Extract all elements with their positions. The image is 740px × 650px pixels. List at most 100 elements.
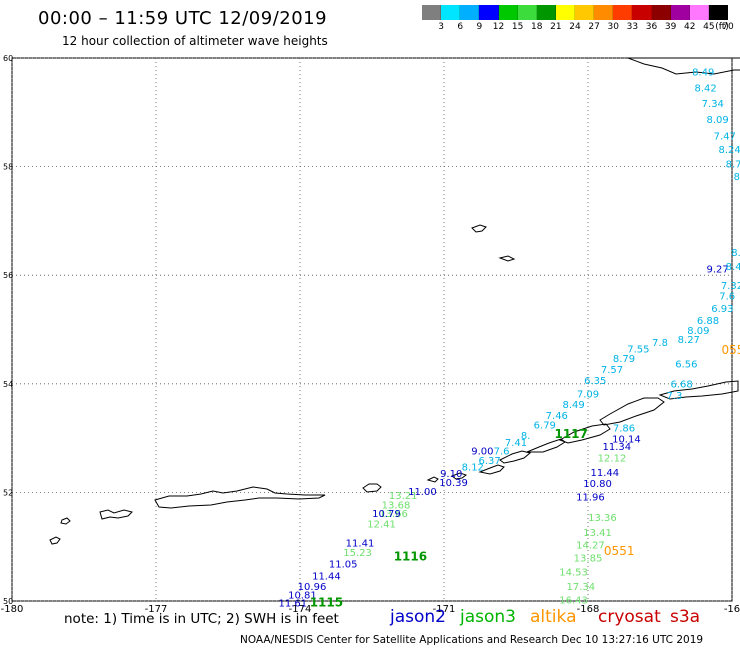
page-title: 00:00 – 11:59 UTC 12/09/2019: [38, 8, 328, 29]
latitude-tick-label: 50: [3, 597, 13, 606]
longitude-tick-label: -174: [289, 604, 312, 615]
colorbar-swatch: [498, 5, 518, 20]
cryosat-wave-height-label: 8.: [521, 431, 531, 442]
coastline: [426, 476, 439, 483]
cryosat-wave-height-label: 7.6: [719, 292, 735, 303]
cryosat-wave-height-label: 8.0: [731, 248, 740, 259]
satellite-legend-s3a: s3a: [670, 607, 701, 627]
jason2-wave-height-label: 9.10: [440, 469, 462, 480]
jason3-wave-height-label: 13.41: [583, 528, 612, 539]
cryosat-wave-height-label: 8.12: [462, 463, 484, 474]
colorbar-swatch: [555, 5, 575, 20]
cryosat-wave-height-label: 7.47: [714, 131, 736, 142]
cryosat-wave-height-label: 7.8: [652, 338, 668, 349]
cryosat-wave-height-label: 7.6: [494, 446, 510, 457]
cryosat-wave-height-label: 6.68: [670, 380, 692, 391]
colorbar-tick-label: 70: [722, 22, 734, 32]
cryosat-wave-height-label: 8.49: [692, 67, 714, 78]
coastline: [526, 438, 566, 453]
jason2-wave-height-label: 10.14: [612, 434, 641, 445]
colorbar-swatch: [422, 5, 442, 20]
longitude-tick-label: -16: [724, 604, 740, 615]
longitude-tick-label: -177: [145, 604, 168, 615]
cryosat-wave-height-label: 7.46: [546, 411, 568, 422]
wave-height-colorbar: [422, 5, 728, 20]
jason3-wave-height-label: 13.68: [382, 501, 411, 512]
colorbar-swatch: [613, 5, 633, 20]
cryosat-wave-height-label: 8.09: [687, 326, 709, 337]
coastline: [60, 517, 71, 525]
colorbar-tick-label: 33: [626, 22, 639, 32]
satellite-legend-jason3: jason3: [460, 607, 516, 627]
colorbar-unit-label: (ft): [715, 22, 729, 32]
coastline: [499, 450, 532, 464]
cryosat-wave-height-label: 6.35: [584, 376, 606, 387]
coastline: [154, 486, 326, 509]
jason2-wave-height-label: 11.05: [329, 559, 358, 570]
cryosat-wave-height-label: 6.37: [478, 456, 500, 467]
colorbar-tick-label: 45: [703, 22, 715, 32]
jason2-wave-height-label: 9.27: [706, 264, 728, 275]
jason3-wave-height-label: 12.41: [367, 520, 396, 531]
jason2-wave-height-label: 9.00: [471, 446, 493, 457]
colorbar-tick-label: 42: [684, 22, 696, 32]
jason2-wave-height-label: 11.44: [590, 468, 619, 479]
colorbar-tick-label: 27: [588, 22, 600, 32]
colorbar-swatch: [689, 5, 709, 20]
jason2-wave-height-label: 11.00: [408, 487, 437, 498]
cryosat-wave-height-label: 8.27: [678, 335, 700, 346]
cryosat-wave-height-label: 8.49: [726, 262, 740, 273]
satellite-legend-jason2: jason2: [390, 607, 446, 627]
colorbar-tick-label: 15: [511, 22, 524, 32]
credit-line: NOAA/NESDIS Center for Satellite Applica…: [240, 634, 704, 646]
jason2-wave-height-label: 10.81: [288, 590, 317, 601]
jason3-time-label: 1115: [310, 595, 343, 609]
cryosat-wave-height-label: 6.56: [675, 360, 697, 371]
coastline: [658, 380, 739, 400]
colorbar-swatch: [441, 5, 461, 20]
jason3-wave-height-label: 14.53: [559, 567, 588, 578]
cryosat-wave-height-label: 8.49: [562, 400, 584, 411]
cryosat-wave-height-label: 8.42: [694, 84, 716, 95]
jason3-wave-height-label: 13.85: [574, 553, 603, 564]
colorbar-tick-label: 18: [531, 22, 543, 32]
cryosat-wave-height-label: 7.55: [627, 344, 649, 355]
latitude-tick-label: 52: [3, 488, 13, 497]
colorbar-tick-label: 36: [645, 22, 658, 32]
cryosat-wave-height-label: 7.09: [577, 389, 599, 400]
cryosat-wave-height-label: 7.86: [613, 424, 635, 435]
cryosat-wave-height-label: 6.93: [711, 304, 733, 315]
colorbar-swatch: [670, 5, 690, 20]
colorbar-tick-label: 30: [607, 22, 619, 32]
coastline: [362, 483, 382, 493]
coastline: [49, 536, 61, 545]
jason2-wave-height-label: 11.41: [346, 539, 375, 550]
latitude-tick-label: 60: [3, 54, 13, 63]
colorbar-swatch: [517, 5, 537, 20]
colorbar-swatch: [594, 5, 614, 20]
coastline: [471, 224, 487, 233]
colorbar-swatch: [651, 5, 671, 20]
colorbar-swatch: [536, 5, 556, 20]
jason2-wave-height-label: 10.96: [298, 582, 327, 593]
colorbar-tick-label: 21: [550, 22, 562, 32]
latitude-tick-label: 58: [3, 163, 13, 172]
altika-time-label: 0551: [604, 544, 635, 558]
cryosat-wave-height-label: 7.34: [702, 99, 724, 110]
jason3-time-label: 1117: [554, 427, 587, 441]
colorbar-swatch: [575, 5, 595, 20]
jason3-wave-height-label: 16.43: [559, 596, 588, 607]
longitude-tick-label: -168: [577, 604, 600, 615]
cryosat-wave-height-label: 6.79: [534, 420, 556, 431]
footer-note: note: 1) Time is in UTC; 2) SWH is in fe…: [64, 611, 339, 627]
satellite-legend-cryosat: cryosat: [598, 607, 661, 627]
jason2-wave-height-label: 11.96: [576, 493, 605, 504]
jason3-wave-height-label: 13.36: [588, 513, 617, 524]
coastline: [627, 57, 740, 75]
coastline: [558, 423, 611, 444]
latitude-tick-label: 56: [3, 271, 13, 280]
cryosat-wave-height-label: 7.3: [666, 391, 682, 402]
colorbar-tick-label: 24: [569, 22, 581, 32]
jason3-wave-height-label: 12.12: [598, 453, 627, 464]
